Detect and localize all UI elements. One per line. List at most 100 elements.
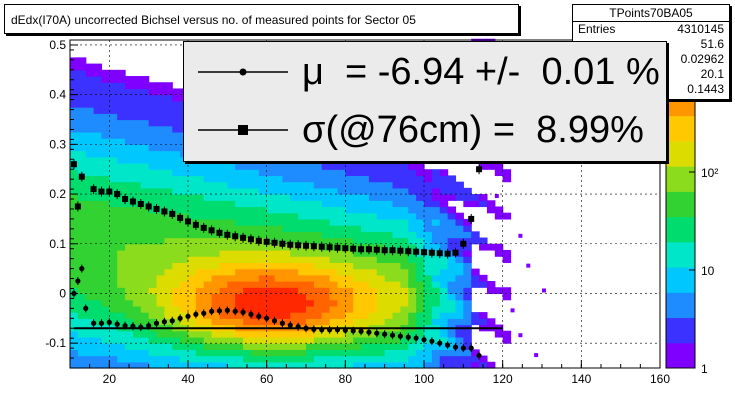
heatmap-cell xyxy=(109,131,118,139)
heatmap-cell xyxy=(117,262,126,270)
heatmap-cell xyxy=(439,305,449,313)
heatmap-cell xyxy=(195,169,205,177)
heatmap-cell xyxy=(211,274,221,282)
sigma-point xyxy=(405,248,412,255)
heatmap-cell xyxy=(321,169,331,177)
heatmap-cell xyxy=(203,231,213,239)
heatmap-cell xyxy=(93,299,103,307)
heatmap-cell xyxy=(132,299,142,307)
heatmap-cell xyxy=(266,262,276,270)
heatmap-cell xyxy=(227,163,236,170)
heatmap-cell xyxy=(156,343,165,350)
heatmap-cell xyxy=(266,249,276,257)
heatmap-cell xyxy=(376,231,386,239)
heatmap-cell xyxy=(235,262,244,270)
heatmap-cell xyxy=(266,218,276,226)
heatmap-cell xyxy=(243,268,252,276)
heatmap-cell xyxy=(219,237,228,245)
heatmap-cell xyxy=(384,355,394,363)
heatmap-cell xyxy=(392,187,401,195)
sigma-point xyxy=(247,236,254,243)
heatmap-cell xyxy=(266,336,276,344)
heatmap-cell xyxy=(101,131,110,139)
mu-point xyxy=(421,337,427,343)
heatmap-cell xyxy=(313,181,323,189)
heatmap-cell xyxy=(250,361,260,369)
heatmap-cell xyxy=(384,287,394,295)
heatmap-cell xyxy=(180,355,189,363)
heatmap-cell xyxy=(140,243,150,251)
heatmap-cell xyxy=(298,361,307,369)
heatmap-cell xyxy=(439,218,449,226)
heatmap-cell xyxy=(227,361,236,369)
heatmap-cell xyxy=(125,107,134,114)
heatmap-cell xyxy=(77,274,87,282)
heatmap-cell xyxy=(376,361,386,369)
heatmap-cell xyxy=(502,175,512,183)
x-tick-label: 60 xyxy=(260,372,274,386)
heatmap-cell xyxy=(243,287,252,295)
heatmap-cell xyxy=(117,287,126,295)
heatmap-cell xyxy=(400,312,409,319)
heatmap-cell xyxy=(117,336,126,344)
heatmap-cell xyxy=(243,305,252,313)
sigma-point xyxy=(310,243,317,250)
heatmap-cell xyxy=(266,237,276,245)
heatmap-cell xyxy=(345,293,354,301)
color-scale-label: 1 xyxy=(701,362,708,376)
heatmap-cell xyxy=(117,212,126,220)
heatmap-cell xyxy=(85,88,95,96)
heatmap-cell xyxy=(148,200,158,208)
heatmap-cell xyxy=(258,262,268,270)
color-scale-step xyxy=(666,342,695,369)
heatmap-cell xyxy=(164,312,173,319)
mu-point xyxy=(468,345,474,351)
heatmap-cell xyxy=(132,312,142,319)
heatmap-cell xyxy=(408,274,417,282)
heatmap-cell xyxy=(313,343,323,350)
heatmap-cell xyxy=(156,163,165,170)
heatmap-cell xyxy=(172,156,181,164)
heatmap-cell xyxy=(463,274,472,282)
heatmap-cell xyxy=(235,187,244,195)
heatmap-cell xyxy=(125,218,134,226)
heatmap-cell xyxy=(211,268,221,276)
heatmap-cell xyxy=(463,349,472,357)
heatmap-cell xyxy=(361,206,370,214)
heatmap-cell xyxy=(70,212,79,220)
heatmap-cell xyxy=(447,355,457,363)
color-scale-step xyxy=(666,267,695,293)
y-tick-label: 0.2 xyxy=(49,187,66,201)
heatmap-cell xyxy=(132,107,142,114)
heatmap-cell xyxy=(345,200,354,208)
heatmap-cell xyxy=(408,194,417,201)
mu-point xyxy=(201,310,207,316)
heatmap-cell xyxy=(431,361,441,369)
heatmap-cell xyxy=(345,355,354,363)
heatmap-cell xyxy=(392,200,401,208)
heatmap-cell xyxy=(258,206,268,214)
heatmap-cell xyxy=(361,355,370,363)
heatmap-cell xyxy=(431,281,441,288)
heatmap-cell xyxy=(164,281,173,288)
heatmap-cell xyxy=(180,262,189,270)
sigma-point xyxy=(200,224,207,231)
heatmap-cell xyxy=(195,305,205,313)
mu-point xyxy=(389,332,396,338)
heatmap-cell xyxy=(125,76,134,83)
heatmap-cell xyxy=(132,268,142,276)
heatmap-cell xyxy=(376,305,386,313)
heatmap-cell xyxy=(408,262,417,270)
heatmap-cell xyxy=(479,243,488,251)
heatmap-cell xyxy=(188,175,197,183)
heatmap-cell xyxy=(274,243,283,251)
heatmap-cell xyxy=(117,107,126,114)
heatmap-cell xyxy=(455,305,464,313)
heatmap-cell xyxy=(188,237,197,245)
heatmap-cell xyxy=(148,225,158,232)
heatmap-cell xyxy=(109,212,118,220)
mu-point xyxy=(311,326,317,332)
heatmap-cell xyxy=(188,200,197,208)
heatmap-cell xyxy=(235,287,244,295)
heatmap-cell xyxy=(290,293,299,301)
